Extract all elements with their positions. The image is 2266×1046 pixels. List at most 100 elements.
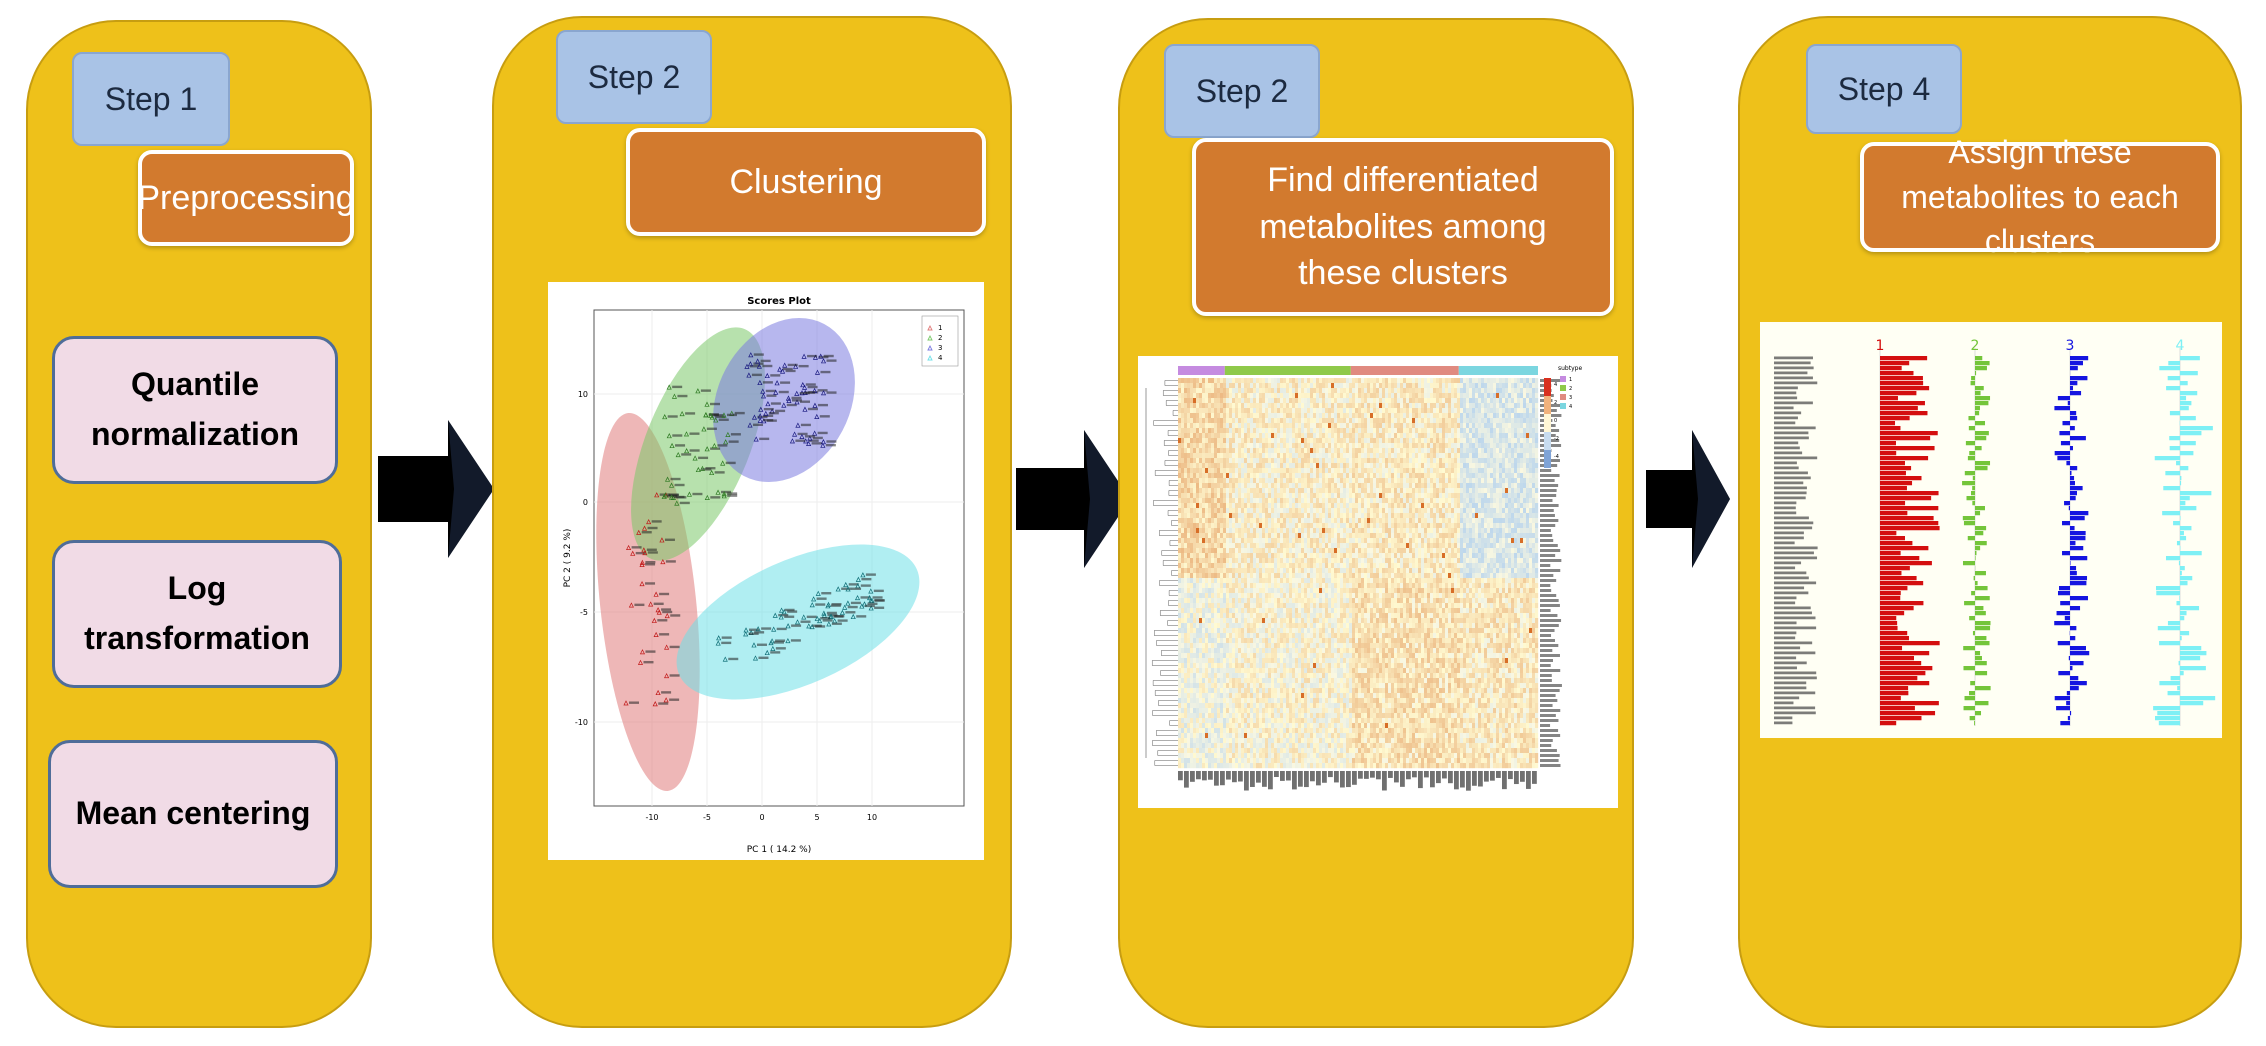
cluster-bar <box>1965 441 1975 446</box>
cluster-bar <box>1968 416 1975 421</box>
cluster-bar <box>2070 661 2084 666</box>
scores-point-label <box>661 608 672 611</box>
cluster-bar <box>1969 616 1975 621</box>
cluster-bar <box>1962 516 1975 521</box>
dendrogram-branch <box>1154 690 1178 696</box>
scores-point-label <box>659 633 670 636</box>
scores-point <box>662 492 668 498</box>
cluster-bar <box>1969 716 1975 721</box>
cluster-bar <box>1880 646 1903 651</box>
scores-point <box>636 529 642 535</box>
cluster-bar-header: 2 <box>1971 338 1980 354</box>
cluster-bar <box>1880 571 1902 576</box>
dendrogram-branch <box>1164 440 1178 446</box>
cluster-bar <box>2062 551 2070 556</box>
cluster-bar <box>2180 671 2184 676</box>
cluster-bar <box>1972 501 1975 506</box>
scores-point <box>760 388 766 394</box>
scores-point <box>746 372 752 378</box>
cluster-bar <box>1975 556 1976 561</box>
scores-point-label <box>753 423 764 427</box>
scores-point-label <box>784 608 795 612</box>
cluster-bar <box>2070 666 2073 671</box>
scores-point-label <box>714 471 725 474</box>
cluster-bar <box>1880 471 1906 476</box>
cluster-bar <box>1975 411 1980 416</box>
cluster-bar <box>1880 586 1908 591</box>
cluster-bar <box>1975 546 1981 551</box>
scores-point <box>835 586 841 592</box>
cluster-bar <box>1975 641 1990 646</box>
scores-point-label <box>820 370 831 374</box>
scores-point-label <box>817 389 828 392</box>
cluster-bar <box>1880 711 1936 716</box>
scores-point-label <box>818 355 829 359</box>
cluster-bar <box>2180 636 2182 641</box>
scores-point-label <box>689 432 700 435</box>
cluster-bar <box>1880 666 1933 671</box>
scores-point-label <box>776 627 787 631</box>
scores-point-label <box>675 444 686 447</box>
cluster-bar <box>1880 516 1934 521</box>
scores-point-label <box>679 501 690 505</box>
cluster-bar <box>1975 436 1987 441</box>
cluster-bar <box>2156 591 2180 596</box>
cluster-bar <box>1880 441 1896 446</box>
cluster-bar <box>2180 496 2190 501</box>
cluster-bar <box>2180 426 2213 431</box>
scores-point <box>684 448 690 454</box>
cluster-bar <box>2157 711 2180 716</box>
scores-plot-title: Scores Plot <box>747 296 811 307</box>
scores-point-label <box>827 613 838 617</box>
cluster-bar <box>2054 621 2070 626</box>
cluster-bar <box>2180 616 2185 621</box>
scores-point-label <box>830 604 841 607</box>
cluster-bar-header: 3 <box>2066 338 2075 354</box>
scores-legend-marker <box>927 334 933 341</box>
scores-point-label <box>784 615 795 618</box>
cluster-bar <box>2180 531 2184 536</box>
scores-point-label <box>721 636 732 639</box>
dendrogram-branch <box>1153 420 1178 426</box>
cluster-bar <box>2066 461 2070 466</box>
cluster-bar <box>2056 611 2070 616</box>
scores-point <box>671 393 678 399</box>
scores-point <box>641 547 647 553</box>
cluster-bar <box>2057 396 2070 401</box>
scores-point <box>782 362 788 368</box>
cluster-bar <box>2070 571 2077 576</box>
cluster-bar <box>1880 541 1913 546</box>
cluster-bar <box>1975 396 1991 401</box>
cluster-bar <box>1880 546 1929 551</box>
cluster-bar <box>1975 551 1977 556</box>
scores-point <box>801 353 807 359</box>
cluster-bar <box>2180 451 2194 456</box>
cluster-bar <box>2070 561 2071 566</box>
cluster-bar <box>2179 596 2180 601</box>
scores-point <box>721 412 727 418</box>
scores-point <box>806 623 812 629</box>
cluster-bar <box>1975 541 1987 546</box>
scores-point-label <box>823 354 834 358</box>
scores-point <box>748 352 754 358</box>
scores-point-label <box>672 385 683 389</box>
scores-point-label <box>833 615 844 618</box>
cluster-bar <box>2154 456 2180 461</box>
scores-point-label <box>762 364 773 368</box>
scores-legend-marker <box>927 324 933 331</box>
cluster-bar <box>2180 466 2189 471</box>
cluster-bar <box>1880 366 1902 371</box>
cluster-bar <box>2070 471 2072 476</box>
scores-point <box>764 372 770 379</box>
cluster-bar <box>2180 516 2181 521</box>
scores-legend-label: 3 <box>938 344 942 352</box>
cluster-bar <box>2070 381 2078 386</box>
cluster-bar <box>2180 666 2206 671</box>
cluster-bar <box>1880 561 1932 566</box>
scores-point <box>630 550 636 556</box>
cluster-bar-header: 1 <box>1876 338 1885 354</box>
cluster-bar <box>1880 426 1901 431</box>
scores-point-label <box>677 394 688 398</box>
scores-point-label <box>754 631 765 634</box>
scores-point-label <box>775 639 786 642</box>
